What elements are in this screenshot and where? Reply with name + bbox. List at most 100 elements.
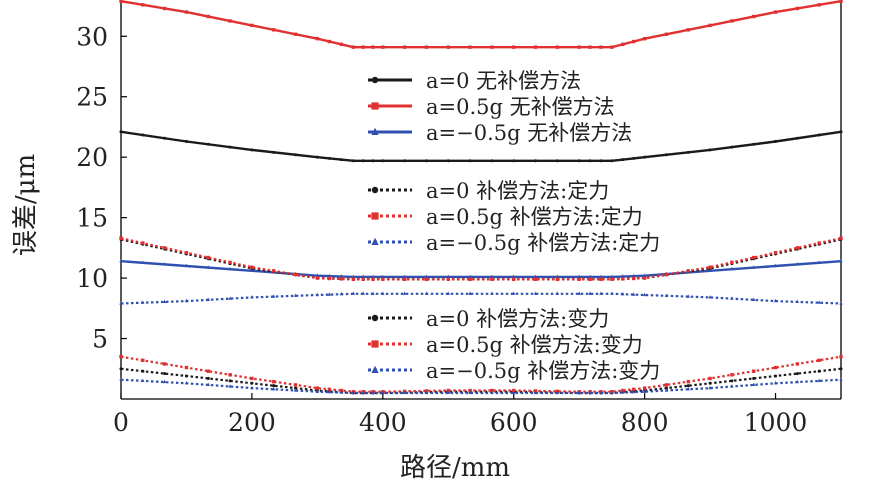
series-6-point [163, 372, 167, 376]
series-5-point [184, 298, 189, 303]
series-4-point [642, 276, 647, 280]
series-2-point [839, 258, 843, 263]
series-7-point [119, 354, 123, 359]
series-line-4 [120, 237, 842, 281]
series-2-point [228, 266, 232, 271]
series-5-point [490, 291, 494, 295]
y-tick-label: 15 [76, 204, 108, 233]
series-4-point [250, 265, 254, 269]
series-4-point [621, 277, 625, 281]
series-4-point [610, 277, 614, 281]
series-6-point [141, 369, 145, 373]
series-1-point [141, 3, 145, 7]
series-8-point [752, 382, 756, 386]
series-7-point [686, 379, 690, 384]
x-tick-label: 1000 [744, 408, 808, 437]
series-2-point [610, 274, 614, 278]
series-1-point [817, 3, 821, 7]
series-1-point [315, 36, 320, 41]
legend-marker [371, 340, 379, 348]
series-2-point [250, 268, 254, 272]
series-1-point [577, 45, 581, 49]
series-0-point [534, 159, 538, 163]
series-8-point [272, 387, 276, 391]
series-0-point [686, 150, 690, 154]
series-7-point [773, 365, 778, 370]
series-4-point [424, 277, 429, 281]
series-7-point [228, 373, 232, 377]
series-7-point [632, 387, 636, 392]
legend-marker [371, 186, 379, 194]
series-1-point [599, 45, 603, 49]
series-2-point [512, 274, 516, 278]
series-5-point [555, 291, 560, 295]
series-7-point [468, 388, 472, 393]
series-4-point [577, 277, 581, 281]
series-4-point [339, 277, 344, 281]
series-0-point [795, 136, 799, 140]
series-8-point [424, 390, 429, 395]
y-tick-label: 5 [92, 325, 108, 354]
series-2-point [141, 260, 145, 264]
series-8-point [446, 390, 450, 395]
legend-label: a=0.5g 补偿方法:定力 [426, 205, 643, 229]
series-4-point [490, 277, 494, 281]
series-1-point [490, 45, 494, 49]
series-0-point [610, 159, 614, 163]
series-8-point [119, 377, 123, 381]
series-1-point [119, 0, 123, 3]
series-7-point [817, 358, 821, 363]
y-tick-label: 10 [76, 264, 108, 293]
series-2-point [424, 274, 429, 278]
series-2-point [468, 274, 472, 278]
series-1-point [730, 19, 734, 23]
series-8-point [642, 389, 647, 393]
series-1-point [610, 45, 614, 49]
series-7-point [162, 362, 167, 366]
series-4-point [664, 272, 669, 277]
legend-label: a=0.5g 无补偿方法 [426, 95, 615, 119]
series-7-point [642, 386, 647, 390]
series-0-point [588, 159, 592, 163]
series-5-point [371, 291, 375, 295]
series-0-point [141, 133, 145, 137]
series-6-point [730, 379, 734, 383]
series-2-point [339, 274, 344, 278]
series-7-point [512, 388, 516, 393]
series-7-point [141, 358, 145, 363]
series-8-point [686, 387, 690, 391]
series-1-point [361, 45, 365, 49]
series-4-point [730, 260, 734, 265]
series-line-2 [120, 260, 842, 279]
series-0-point [621, 158, 625, 162]
series-6-point [686, 384, 690, 388]
series-2-point [351, 274, 356, 278]
x-tick-label: 0 [113, 408, 129, 437]
series-5-point [272, 294, 276, 298]
series-5-point [293, 293, 298, 297]
series-6-point [119, 367, 123, 371]
series-1-point [512, 45, 516, 49]
series-5-point [730, 296, 734, 300]
series-2-point [817, 260, 821, 264]
x-tick-label: 200 [228, 408, 276, 437]
legend-label: a=−0.5g 补偿方法:变力 [426, 359, 660, 383]
series-4-point [293, 272, 298, 277]
series-1-point [588, 45, 592, 49]
series-0-point [327, 156, 331, 160]
series-1-point [228, 19, 232, 23]
series-2-point [599, 274, 603, 278]
series-6-point [708, 381, 712, 385]
series-7-point [708, 376, 712, 381]
series-5-point [588, 291, 592, 295]
series-1-point [686, 28, 690, 32]
series-line-7 [120, 355, 842, 393]
series-2-point [446, 274, 450, 278]
legend-marker [371, 127, 379, 135]
series-0-point [339, 158, 343, 162]
y-tick-label: 30 [76, 22, 108, 51]
series-0-point [351, 159, 355, 163]
series-2-point [361, 274, 365, 278]
series-1-point [533, 45, 538, 49]
